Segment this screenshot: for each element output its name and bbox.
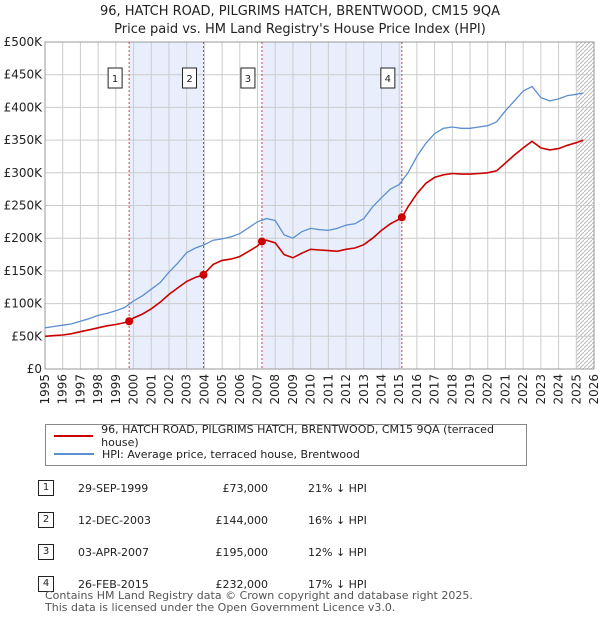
footer: Contains HM Land Registry data © Crown c… bbox=[45, 590, 473, 614]
x-tick-label: 2013 bbox=[357, 374, 371, 405]
price-chart: £0 £50K £100K £150K £200K £250K £300K £350K £400… bbox=[4, 35, 600, 405]
row-hpi: 16% ↓ HPI bbox=[308, 513, 367, 527]
x-tick-label: 1999 bbox=[109, 374, 123, 405]
row-date: 03-APR-2007 bbox=[78, 545, 150, 559]
legend-blue-swatch bbox=[54, 453, 94, 455]
row-marker: 2 bbox=[38, 512, 54, 528]
x-tick-label: 2022 bbox=[516, 374, 530, 405]
x-tick-label: 2010 bbox=[304, 374, 318, 405]
series-lines bbox=[44, 85, 584, 338]
plot-frame bbox=[44, 41, 595, 370]
y-tick-label: £150K bbox=[4, 264, 44, 278]
legend-label-hpi: HPI: Average price, terraced house, Bren… bbox=[102, 447, 360, 461]
row-price: £195,000 bbox=[215, 545, 269, 559]
transaction-marker-label: 4 bbox=[385, 74, 391, 85]
x-tick-label: 2023 bbox=[534, 374, 548, 405]
transaction-point bbox=[397, 213, 406, 222]
transaction-marker-box bbox=[240, 67, 256, 89]
row-marker: 4 bbox=[38, 576, 54, 592]
x-tick-label: 2007 bbox=[251, 374, 265, 405]
legend: 96, HATCH ROAD, PILGRIMS HATCH, BRENTWOO… bbox=[45, 423, 527, 466]
x-tick-label: 2011 bbox=[321, 374, 335, 405]
x-tick-label: 1997 bbox=[73, 374, 87, 405]
y-tick-label: £250K bbox=[4, 199, 44, 213]
x-tick-label: 2009 bbox=[286, 374, 300, 405]
row-price: £73,000 bbox=[222, 481, 269, 495]
transaction-marker-box bbox=[182, 67, 198, 89]
x-tick-label: 2017 bbox=[428, 374, 442, 405]
footer-licence: This data is licensed under the Open Gov… bbox=[45, 601, 396, 614]
x-tick-label: 1995 bbox=[38, 374, 52, 405]
row-marker: 3 bbox=[38, 544, 54, 560]
x-tick-label: 2015 bbox=[392, 374, 406, 405]
property-series-line bbox=[44, 139, 584, 338]
transaction-marker-label: 1 bbox=[112, 74, 118, 85]
x-tick-label: 2006 bbox=[233, 374, 247, 405]
legend-red-swatch bbox=[54, 435, 94, 437]
x-tick-label: 1996 bbox=[56, 374, 70, 405]
y-tick-label: £300K bbox=[4, 166, 44, 180]
transaction-marker-box bbox=[107, 67, 123, 89]
y-tick-label: £400K bbox=[4, 100, 44, 114]
x-tick-label: 2020 bbox=[481, 374, 495, 405]
x-tick-label: 2002 bbox=[162, 374, 176, 405]
x-tick-label: 2000 bbox=[127, 374, 141, 405]
legend-label-property: 96, HATCH ROAD, PILGRIMS HATCH, BRENTWOO… bbox=[101, 423, 494, 449]
row-hpi: 17% ↓ HPI bbox=[308, 577, 367, 591]
x-tick-label: 2018 bbox=[445, 374, 459, 405]
x-tick-label: 2026 bbox=[587, 374, 600, 405]
axis-ticks: £0 £50K £100K £150K £200K £250K £300K £350K £400… bbox=[4, 35, 600, 405]
transaction-marker-label: 3 bbox=[245, 74, 251, 85]
transaction-points bbox=[125, 213, 406, 326]
y-tick-label: £500K bbox=[4, 35, 44, 49]
gridlines bbox=[44, 41, 595, 370]
footer-copyright: Contains HM Land Registry data © Crown c… bbox=[45, 589, 473, 602]
row-marker: 1 bbox=[38, 480, 54, 496]
table-row: 1 29-SEP-1999 £73,000 21% ↓ HPI bbox=[38, 472, 398, 504]
transactions-table: 1 29-SEP-1999 £73,000 21% ↓ HPI 2 12-DEC… bbox=[38, 472, 398, 600]
y-tick-label: £0 bbox=[27, 362, 42, 376]
x-tick-label: 1998 bbox=[91, 374, 105, 405]
transaction-point bbox=[125, 317, 134, 326]
row-date: 26-FEB-2015 bbox=[78, 577, 149, 591]
row-price: £232,000 bbox=[215, 577, 269, 591]
x-tick-label: 2014 bbox=[374, 374, 388, 405]
row-hpi: 21% ↓ HPI bbox=[308, 481, 367, 495]
y-tick-label: £200K bbox=[4, 231, 44, 245]
x-tick-label: 2024 bbox=[552, 374, 566, 405]
table-row: 2 12-DEC-2003 £144,000 16% ↓ HPI bbox=[38, 504, 398, 536]
transaction-marker-label: 2 bbox=[186, 74, 192, 85]
y-tick-label: £50K bbox=[11, 329, 43, 343]
transaction-point bbox=[257, 237, 266, 246]
row-date: 29-SEP-1999 bbox=[78, 481, 149, 495]
transaction-point bbox=[199, 270, 208, 279]
x-tick-label: 2016 bbox=[410, 374, 424, 405]
transaction-lines bbox=[128, 42, 403, 369]
y-tick-label: £450K bbox=[4, 68, 44, 82]
table-row: 4 26-FEB-2015 £232,000 17% ↓ HPI bbox=[38, 568, 398, 600]
chart-title-address: 96, HATCH ROAD, PILGRIMS HATCH, BRENTWOO… bbox=[99, 4, 501, 19]
x-tick-label: 2019 bbox=[463, 374, 477, 405]
x-tick-label: 2021 bbox=[498, 374, 512, 405]
hpi-series-line bbox=[44, 85, 584, 329]
transaction-marker-box bbox=[380, 67, 396, 89]
x-tick-label: 2001 bbox=[144, 374, 158, 405]
x-tick-label: 2005 bbox=[215, 374, 229, 405]
legend-item-hpi: HPI: Average price, terraced house, Bren… bbox=[54, 446, 360, 462]
x-tick-label: 2012 bbox=[339, 374, 353, 405]
chart-subtitle: Price paid vs. HM Land Registry's House … bbox=[114, 22, 486, 37]
y-tick-label: £100K bbox=[4, 297, 44, 311]
transaction-markers: 1 2 3 4 bbox=[107, 67, 396, 89]
row-date: 12-DEC-2003 bbox=[78, 513, 152, 527]
legend-item-property: 96, HATCH ROAD, PILGRIMS HATCH, BRENTWOO… bbox=[54, 423, 526, 449]
table-row: 3 03-APR-2007 £195,000 12% ↓ HPI bbox=[38, 536, 398, 568]
row-price: £144,000 bbox=[215, 513, 269, 527]
x-tick-label: 2008 bbox=[268, 374, 282, 405]
y-tick-label: £350K bbox=[4, 133, 44, 147]
x-tick-label: 2003 bbox=[180, 374, 194, 405]
x-tick-label: 2004 bbox=[197, 374, 211, 405]
x-tick-label: 2025 bbox=[569, 374, 583, 405]
row-hpi: 12% ↓ HPI bbox=[308, 545, 367, 559]
